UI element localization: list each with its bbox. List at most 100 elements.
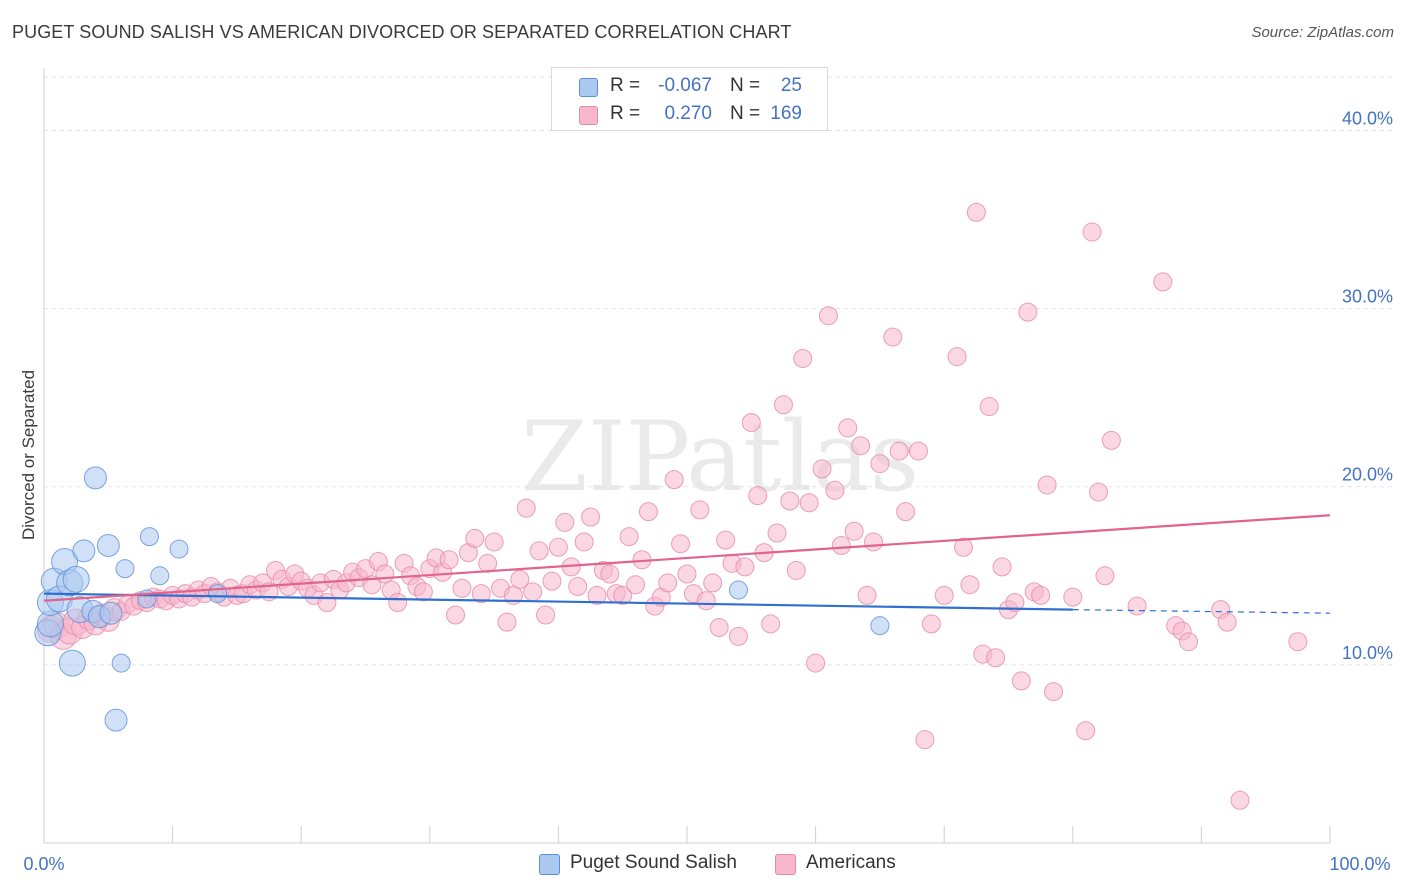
americans-point xyxy=(857,585,877,605)
americans-point xyxy=(709,617,729,637)
legend-row-salish: R = -0.067 N = 25 xyxy=(552,72,827,100)
salish-trend-line xyxy=(43,592,1073,611)
americans-point xyxy=(510,569,530,589)
americans-point xyxy=(671,534,691,554)
legend-r-value: 0.270 xyxy=(664,103,712,124)
americans-trend-line xyxy=(43,514,1331,602)
americans-point xyxy=(439,550,459,570)
americans-point xyxy=(638,502,658,522)
americans-point xyxy=(1179,632,1199,652)
americans-point xyxy=(851,436,871,456)
americans-point xyxy=(1037,475,1057,495)
americans-point xyxy=(497,612,517,632)
americans-point xyxy=(452,578,472,598)
americans-point xyxy=(934,585,954,605)
salish-point xyxy=(870,616,890,636)
americans-point xyxy=(388,593,408,613)
chart-title: PUGET SOUND SALISH VS AMERICAN DIVORCED … xyxy=(12,22,792,42)
americans-point xyxy=(992,557,1012,577)
americans-point xyxy=(523,582,543,602)
americans-point xyxy=(1095,566,1115,586)
americans-point xyxy=(863,532,883,552)
americans-point xyxy=(1005,593,1025,613)
salish-point xyxy=(150,566,170,586)
bottom-legend-label-americans: Americans xyxy=(806,852,896,873)
salish-point xyxy=(115,559,135,579)
bottom-legend-swatch-salish xyxy=(539,854,560,875)
y-tick-label: 40.0% xyxy=(1342,108,1393,128)
americans-point xyxy=(613,585,633,605)
salish-point xyxy=(72,539,96,563)
americans-point xyxy=(761,614,781,634)
legend-row-americans: R = 0.270 N = 169 xyxy=(552,100,827,128)
americans-point xyxy=(484,532,504,552)
americans-point xyxy=(921,614,941,634)
americans-point xyxy=(471,584,491,604)
salish-point xyxy=(111,653,131,673)
legend-r-value: -0.067 xyxy=(658,75,712,96)
americans-point xyxy=(1018,302,1038,322)
americans-point xyxy=(786,560,806,580)
salish-point xyxy=(99,601,123,625)
legend-n-label: N = xyxy=(730,103,761,124)
americans-point xyxy=(844,521,864,541)
americans-point xyxy=(889,441,909,461)
americans-point xyxy=(1011,671,1031,691)
legend-n-label: N = xyxy=(730,75,761,96)
y-tick-label: 20.0% xyxy=(1342,465,1393,485)
americans-point xyxy=(1044,682,1064,702)
salish-point xyxy=(728,580,748,600)
watermark: ZIPatlas xyxy=(521,401,919,513)
salish-point xyxy=(58,649,86,677)
americans-point xyxy=(529,541,549,561)
americans-point xyxy=(979,397,999,417)
americans-point xyxy=(542,571,562,591)
legend-swatch-americans xyxy=(579,106,598,125)
americans-point xyxy=(1230,790,1250,810)
americans-point xyxy=(658,573,678,593)
americans-point xyxy=(619,527,639,547)
stats-legend: R = -0.067 N = 25 R = 0.270 N = 169 xyxy=(551,67,828,131)
salish-point xyxy=(169,539,189,559)
americans-point xyxy=(818,306,838,326)
americans-point xyxy=(1153,272,1173,292)
salish-point xyxy=(208,584,228,604)
americans-point xyxy=(690,500,710,520)
americans-point xyxy=(1217,612,1237,632)
salish-point xyxy=(62,565,90,593)
source-label: Source: ZipAtlas.com xyxy=(1251,24,1394,41)
americans-point xyxy=(825,480,845,500)
americans-point xyxy=(568,576,588,596)
americans-point xyxy=(703,573,723,593)
tick-labels: 10.0% 20.0% 30.0% 40.0% 0.0% 100.0% xyxy=(23,108,1393,874)
americans-point xyxy=(767,523,787,543)
americans-point xyxy=(600,564,620,584)
legend-swatch-salish xyxy=(579,78,598,97)
americans-point xyxy=(664,470,684,490)
americans-point xyxy=(696,591,716,611)
y-tick-label: 30.0% xyxy=(1342,287,1393,307)
americans-point xyxy=(728,626,748,646)
legend-n-value: 169 xyxy=(770,103,802,124)
americans-point xyxy=(735,557,755,577)
salish-point xyxy=(104,708,128,732)
americans-point xyxy=(478,553,498,573)
americans-point xyxy=(806,653,826,673)
americans-point xyxy=(1101,430,1121,450)
americans-point xyxy=(953,537,973,557)
americans-point xyxy=(1089,482,1109,502)
americans-point xyxy=(908,441,928,461)
americans-point xyxy=(574,532,594,552)
americans-point xyxy=(626,575,646,595)
americans-point xyxy=(1063,587,1083,607)
americans-point xyxy=(1082,222,1102,242)
americans-point xyxy=(870,454,890,474)
americans-point xyxy=(780,491,800,511)
americans-point xyxy=(413,582,433,602)
legend-n-value: 25 xyxy=(780,75,802,96)
y-axis-label: Divorced or Separated xyxy=(19,370,38,540)
americans-point xyxy=(1031,585,1051,605)
americans-point xyxy=(831,536,851,556)
americans-point xyxy=(375,564,395,584)
